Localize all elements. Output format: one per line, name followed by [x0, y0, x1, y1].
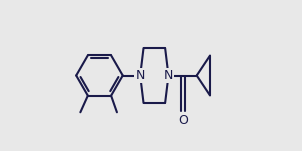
Text: O: O	[178, 114, 188, 127]
Text: N: N	[164, 69, 173, 82]
Text: N: N	[136, 69, 145, 82]
